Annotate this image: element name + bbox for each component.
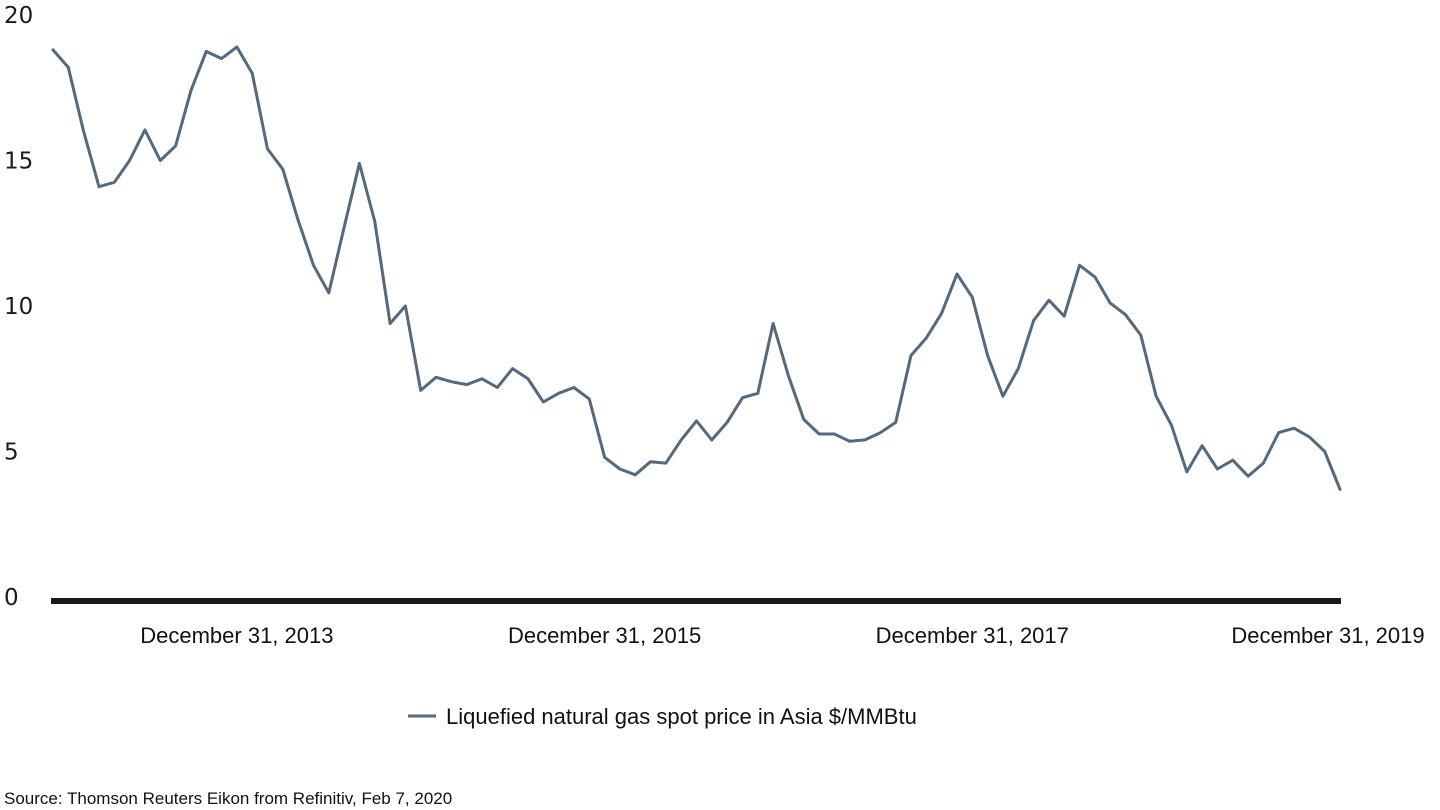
y-tick-label: 10 bbox=[4, 294, 33, 320]
x-tick-label: December 31, 2013 bbox=[140, 623, 333, 648]
legend-label: Liquefied natural gas spot price in Asia… bbox=[446, 704, 917, 729]
series-layer bbox=[51, 45, 1342, 491]
y-tick-label: 0 bbox=[4, 585, 19, 611]
x-tick-label: December 31, 2019 bbox=[1231, 623, 1424, 648]
y-tick-label: 20 bbox=[4, 3, 33, 29]
y-tick-label: 15 bbox=[4, 149, 33, 175]
legend: Liquefied natural gas spot price in Asia… bbox=[408, 704, 917, 729]
x-axis-ticks: December 31, 2013 December 31, 2015 Decemb… bbox=[140, 623, 1424, 648]
series-line bbox=[51, 45, 1342, 491]
x-tick-label: December 31, 2017 bbox=[876, 623, 1069, 648]
source-note: Source: Thomson Reuters Eikon from Refin… bbox=[4, 789, 452, 808]
y-axis-ticks: 0 5 10 15 20 bbox=[4, 3, 33, 611]
y-tick-label: 5 bbox=[4, 440, 19, 466]
x-tick-label: December 31, 2015 bbox=[508, 623, 701, 648]
